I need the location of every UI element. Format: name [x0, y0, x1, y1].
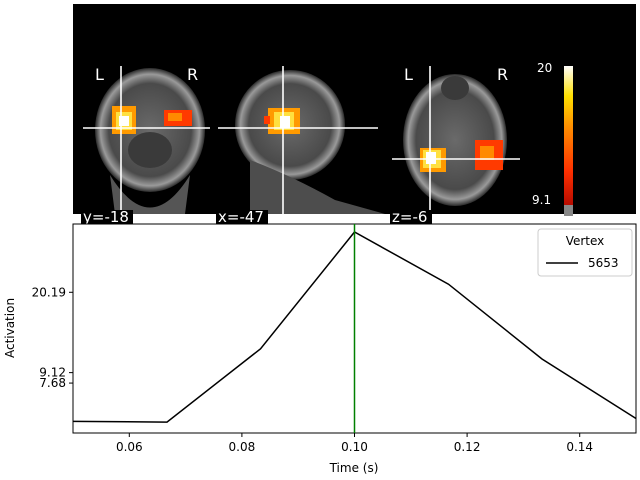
axial-view	[392, 66, 520, 214]
legend-title: Vertex	[566, 234, 605, 248]
coronal-view	[83, 66, 210, 214]
colorbar-min-label: 9.1	[532, 193, 551, 207]
axial-right-letter: R	[497, 65, 508, 84]
y-axis-label: Activation	[3, 298, 17, 358]
x-tick-label: 0.08	[229, 440, 256, 454]
coronal-left-letter: L	[95, 65, 104, 84]
y-tick-label: 20.19	[32, 285, 66, 299]
x-tick-label: 0.10	[341, 440, 368, 454]
x-tick-label: 0.12	[454, 440, 481, 454]
sagittal-view	[218, 66, 385, 216]
coronal-coord-label: y=-18	[83, 208, 129, 226]
x-tick-label: 0.14	[566, 440, 593, 454]
brain-slice-panel: L R L R y=-18 x=-47 z=-6 20 9.1	[73, 4, 636, 228]
x-tick-label: 0.06	[116, 440, 143, 454]
axial-left-letter: L	[404, 65, 413, 84]
coronal-right-letter: R	[187, 65, 198, 84]
legend: Vertex 5653	[537, 228, 633, 277]
colorbar	[564, 66, 573, 216]
y-tick-label: 7.68	[39, 376, 66, 390]
x-axis-label: Time (s)	[329, 461, 379, 475]
colorbar-max-label: 20	[537, 61, 552, 75]
y-tick-label: 9.12	[39, 366, 66, 380]
axial-coord-label: z=-6	[392, 208, 427, 226]
legend-entry: 5653	[588, 256, 619, 270]
sagittal-coord-label: x=-47	[218, 208, 264, 226]
